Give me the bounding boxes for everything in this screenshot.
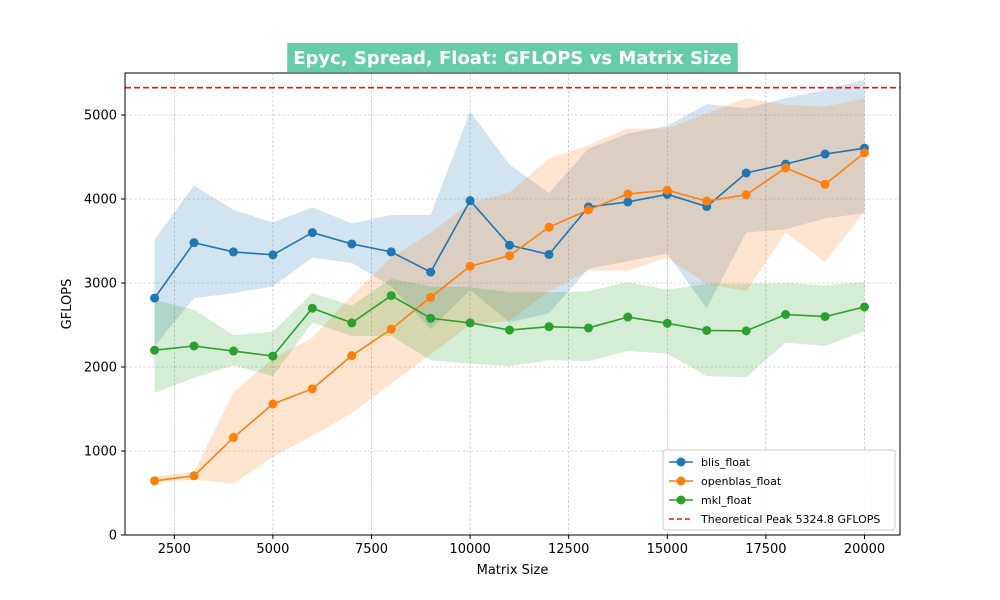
mkl_float-point [623, 312, 633, 322]
x-tick-label: 2500 [158, 542, 191, 557]
x-tick-label: 10000 [449, 542, 490, 557]
openblas_float-band [154, 98, 865, 484]
blis_float-point [386, 247, 396, 257]
openblas_float-point [268, 399, 278, 409]
openblas_float-point [583, 205, 593, 215]
confidence-bands [154, 79, 865, 484]
openblas_float-point [189, 471, 199, 481]
mkl_float-point [268, 351, 278, 361]
y-tick-label: 2000 [84, 361, 117, 376]
plot-area-frame [124, 72, 901, 536]
openblas_float-legend-marker [676, 476, 686, 486]
title-background [287, 43, 738, 72]
mkl_float-point [347, 318, 357, 328]
x-tick-label: 20000 [844, 542, 885, 557]
openblas_float-point [781, 163, 791, 173]
blis_float-point [465, 196, 475, 206]
blis_float-point [347, 239, 357, 249]
mkl_float-point [386, 291, 396, 301]
openblas_float-point [820, 179, 830, 189]
blis_float-point [623, 197, 633, 207]
openblas_float-point [426, 292, 436, 302]
mkl_float-point [741, 326, 751, 336]
blis_float-point [426, 267, 436, 277]
y-tick-label: 4000 [84, 193, 117, 208]
y-tick-label: 3000 [84, 277, 117, 292]
x-tick-label: 5000 [256, 542, 289, 557]
x-tick-label: 17500 [745, 542, 786, 557]
y-tick-label: 5000 [84, 109, 117, 124]
series-lines [150, 143, 870, 486]
x-tick-label: 12500 [548, 542, 589, 557]
y-tick-label: 1000 [84, 445, 117, 460]
openblas_float-point [386, 324, 396, 334]
blis_float-point [228, 247, 238, 257]
chart-title: Epyc, Spread, Float: GFLOPS vs Matrix Si… [293, 48, 732, 69]
openblas_float-point [662, 185, 672, 195]
legend: blis_float openblas_float mkl_float Theoret… [662, 449, 896, 531]
blis_float-point [741, 168, 751, 178]
mkl_float-point [426, 313, 436, 323]
mkl_float-point [662, 318, 672, 328]
legend-label: mkl_float [701, 494, 752, 507]
blis_float-point [544, 249, 554, 259]
y-axis-ticks: 0 1000 2000 3000 4000 5000 [84, 109, 125, 544]
blis_float-point [307, 228, 317, 238]
openblas_float-point [347, 351, 357, 361]
x-tick-label: 15000 [647, 542, 688, 557]
y-axis-label: GFLOPS [60, 279, 75, 330]
mkl_float-point [781, 310, 791, 319]
openblas_float-point [228, 433, 238, 443]
openblas_float-point [623, 189, 633, 199]
blis_float-point [505, 240, 515, 250]
blis_float-point [150, 293, 160, 303]
blis_float-point [820, 149, 830, 159]
mkl_float-point [583, 323, 593, 333]
openblas_float-point [741, 190, 751, 200]
mkl_float-point [505, 325, 515, 335]
blis_float-point [268, 250, 278, 260]
openblas_float-point [465, 261, 475, 271]
blis_float-point [189, 238, 199, 248]
blis_float-legend-marker [676, 457, 686, 467]
openblas_float-point [307, 384, 317, 394]
mkl_float-point [544, 322, 554, 332]
mkl_float-legend-marker [676, 495, 686, 505]
x-axis-ticks: 2500 5000 7500 10000 12500 15000 17500 20000 [158, 535, 885, 557]
blis_float-band [154, 79, 865, 346]
mkl_float-point [189, 341, 199, 351]
openblas_float-point [544, 222, 554, 232]
legend-label: Theoretical Peak 5324.8 GFLOPS [700, 513, 880, 526]
openblas_float-point [702, 196, 712, 206]
mkl_float-point [228, 346, 238, 356]
openblas_float-point [150, 476, 160, 486]
mkl_float-point [860, 302, 870, 312]
legend-label: openblas_float [701, 475, 782, 488]
y-tick-label: 0 [109, 529, 117, 544]
mkl_float-point [820, 312, 830, 322]
legend-label: blis_float [701, 456, 751, 469]
mkl_float-point [307, 303, 317, 313]
mkl_float-point [702, 325, 712, 335]
legend-box [662, 449, 896, 531]
mkl_float-point [150, 345, 160, 355]
openblas_float-point [505, 251, 515, 261]
mkl_float-point [465, 318, 475, 328]
mkl_float-band [154, 278, 865, 394]
x-axis-label: Matrix Size [477, 563, 549, 578]
openblas_float-point [860, 148, 870, 158]
x-tick-label: 7500 [355, 542, 388, 557]
